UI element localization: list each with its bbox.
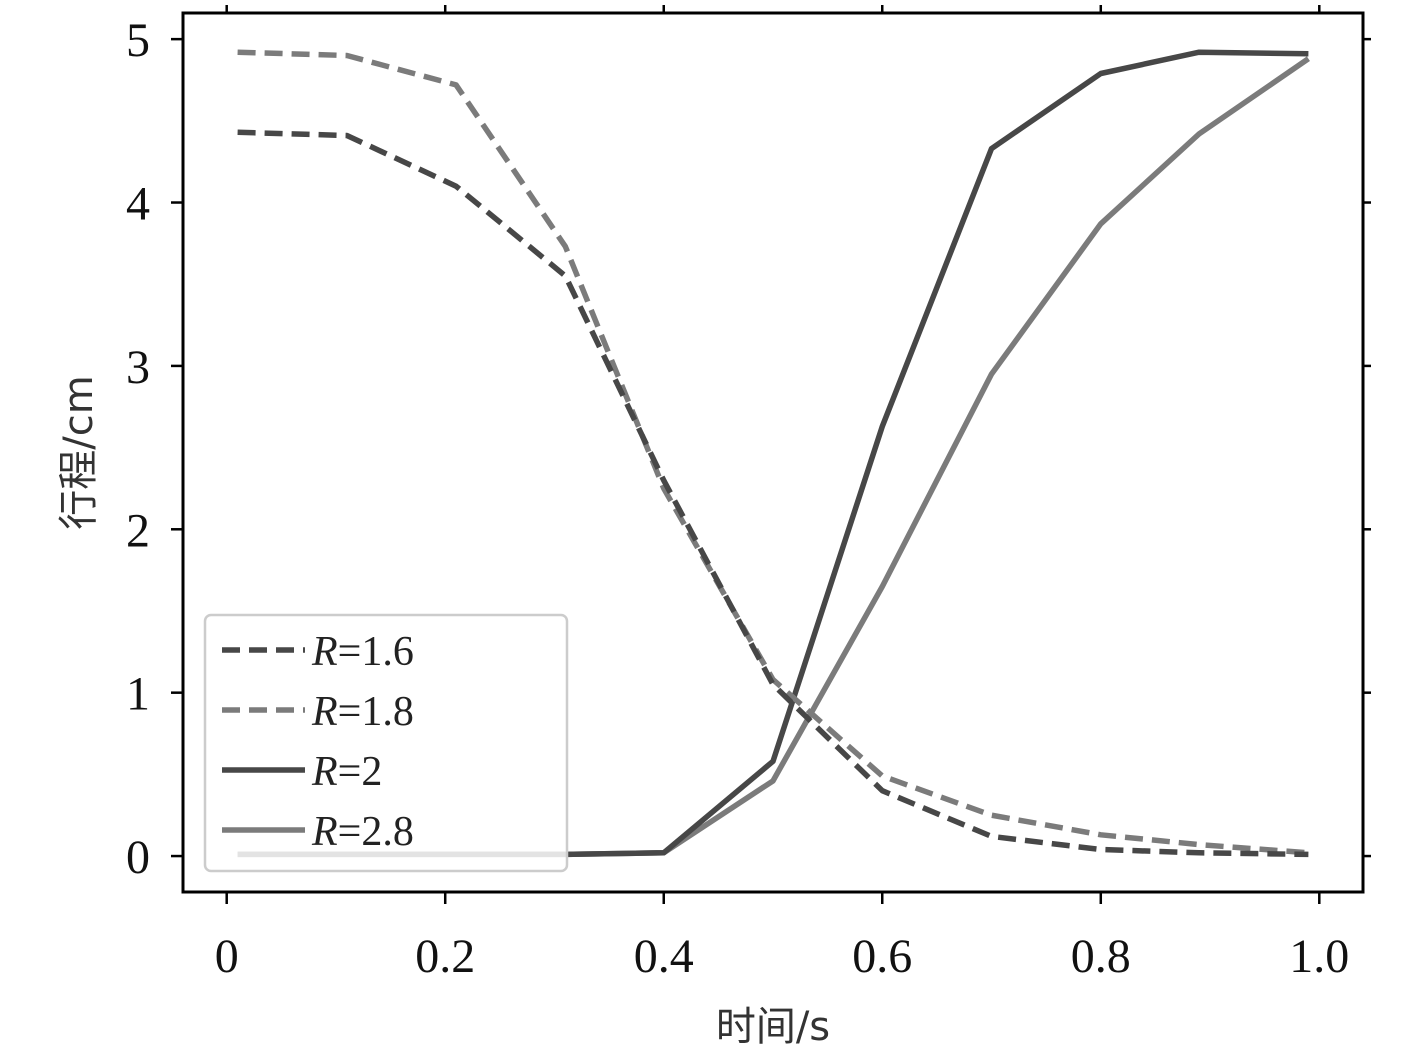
y-axis-title: 行程/cm — [56, 375, 102, 529]
plot-frame — [181, 11, 1365, 894]
legend-label-value: =2.8 — [338, 809, 414, 855]
y-tick-label: 1 — [126, 668, 150, 721]
y-tick-label: 5 — [126, 14, 150, 67]
legend-label: R=2.8 — [311, 809, 414, 855]
y-tick-label: 4 — [126, 178, 150, 231]
legend-label-value: =2 — [338, 749, 383, 795]
legend-label-var: R — [311, 809, 338, 855]
legend-label: R=1.6 — [311, 629, 414, 675]
x-tick-label: 0 — [215, 930, 239, 983]
y-tick-label: 2 — [126, 504, 150, 557]
series-line-r-1-6 — [237, 129, 1309, 858]
legend-label: R=2 — [311, 749, 382, 795]
legend-label-var: R — [311, 749, 338, 795]
x-tick-label: 1.0 — [1289, 930, 1349, 983]
legend-label-value: =1.6 — [338, 629, 414, 675]
x-axis-title: 时间/s — [716, 1004, 830, 1050]
y-axis: 0 1 2 3 4 5 — [126, 14, 1371, 884]
legend-label-var: R — [311, 689, 338, 735]
legend-label-var: R — [311, 629, 338, 675]
x-axis: 0 0.2 0.4 0.6 0.8 1.0 — [215, 5, 1349, 983]
legend-box — [203, 613, 569, 873]
y-tick-label: 0 — [126, 831, 150, 884]
y-tick-label: 3 — [126, 341, 150, 394]
legend-label: R=1.8 — [311, 689, 414, 735]
legend-label-value: =1.8 — [338, 689, 414, 735]
x-tick-label: 0.4 — [634, 930, 694, 983]
x-tick-label: 0.8 — [1071, 930, 1131, 983]
legend: R=1.6R=1.8R=2R=2.8 — [203, 613, 569, 873]
x-tick-label: 0.6 — [852, 930, 912, 983]
x-tick-label: 0.2 — [415, 930, 475, 983]
